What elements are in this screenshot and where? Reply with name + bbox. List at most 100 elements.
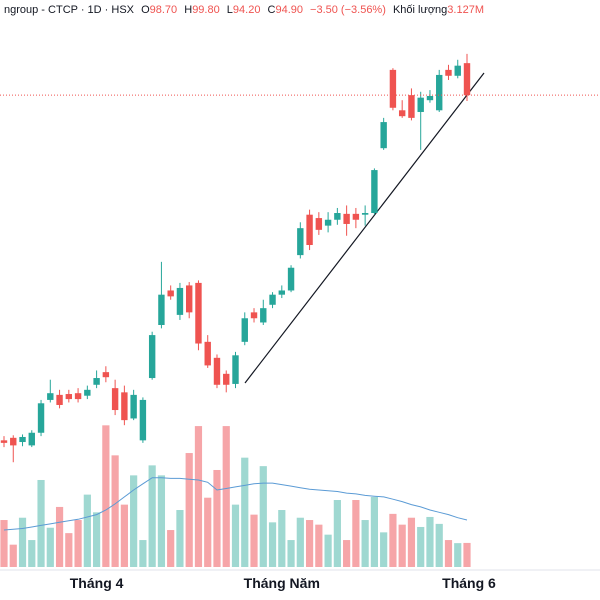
candle-body	[139, 399, 147, 441]
volume-bar	[250, 514, 258, 567]
candle-body	[371, 170, 378, 214]
candle-body	[19, 436, 26, 443]
header: ngroup - CTCP · 1D · HSX O98.70 H99.80 L…	[0, 4, 484, 16]
candle-body	[463, 63, 471, 96]
candle-body	[278, 290, 285, 295]
high-label: H	[184, 4, 193, 16]
volume-bar	[296, 517, 304, 567]
candle-body	[389, 69, 397, 108]
symbol: ngroup - CTCP · 1D · HSX	[4, 4, 135, 16]
candle-body	[380, 122, 387, 149]
volume-bar	[370, 496, 378, 567]
volume-bar	[407, 517, 416, 567]
volume-bar	[389, 513, 397, 567]
candle-body	[102, 372, 110, 378]
volume-bar	[435, 523, 443, 567]
candle-body	[343, 213, 350, 224]
volume-bar	[463, 542, 471, 567]
volume-bar	[259, 466, 267, 567]
candle-body	[37, 403, 45, 433]
volume-bar	[417, 526, 425, 567]
low-value: 94.20	[232, 4, 261, 16]
x-tick-label: Tháng 6	[442, 575, 496, 591]
candle-body	[334, 213, 341, 220]
open-value: 98.70	[149, 4, 178, 16]
candle-body	[10, 437, 17, 446]
volume-bar	[176, 510, 184, 567]
trend-line	[244, 72, 485, 384]
volume-bar	[83, 494, 91, 567]
volume-bar	[93, 512, 101, 567]
volume-bar	[361, 520, 369, 567]
volume-bar	[398, 524, 406, 567]
open-label: O	[141, 4, 150, 16]
x-tick-label: Tháng 4	[70, 575, 124, 591]
candle-body	[56, 394, 63, 405]
volume-bar	[231, 504, 240, 567]
volume-bar	[65, 533, 73, 567]
volume-bar	[352, 500, 360, 567]
candle-body	[241, 318, 248, 342]
volume-bar	[278, 510, 286, 567]
candle-body	[306, 214, 313, 246]
volume-bar	[157, 475, 166, 567]
volume-bar	[324, 534, 332, 567]
candle-body	[167, 290, 174, 297]
candle-body	[436, 74, 443, 111]
close-label: C	[267, 4, 276, 16]
candle-body	[176, 287, 184, 315]
volume-bar	[55, 506, 64, 567]
close-value: 94.90	[275, 4, 303, 16]
candle-body	[315, 218, 323, 230]
volume-bar	[120, 504, 128, 567]
volume-bar	[241, 457, 249, 567]
volume-bar	[139, 540, 147, 567]
volume-bar	[213, 469, 221, 567]
candle-body	[269, 294, 276, 305]
volume-bar	[148, 465, 156, 567]
candle-body	[121, 392, 128, 421]
candle-body	[111, 388, 119, 411]
volume-bar	[343, 540, 351, 567]
volume-bar	[287, 540, 295, 567]
volume-bar	[18, 517, 27, 567]
volume-bar	[454, 543, 462, 567]
candle-body	[84, 389, 91, 396]
candle-body	[260, 308, 267, 323]
volume-bar	[37, 479, 45, 567]
candle-body	[324, 219, 332, 226]
volume-bar	[130, 475, 138, 567]
candle-body	[361, 213, 369, 215]
candle-body	[213, 357, 221, 385]
volume-bar	[333, 500, 341, 567]
candle-body	[93, 378, 100, 385]
volume-bar	[185, 453, 193, 567]
volume-bar	[426, 516, 434, 567]
candle-body	[417, 97, 424, 112]
candle-body	[195, 282, 202, 344]
candle-body	[287, 267, 295, 291]
candle-body	[130, 394, 137, 419]
candle-body	[426, 95, 434, 101]
volume-bar	[9, 544, 17, 567]
candle-body	[408, 95, 415, 118]
candle-body	[445, 69, 452, 76]
volume-bar	[204, 497, 212, 567]
volume-bar	[268, 522, 277, 567]
volume-bar	[444, 540, 453, 567]
candle-body	[398, 110, 406, 117]
candle-body	[74, 393, 82, 400]
volume-label: Khối lượng	[392, 4, 448, 16]
candle-body	[186, 285, 193, 313]
volume-bar	[46, 527, 54, 567]
candle-body	[0, 440, 8, 443]
volume-bar	[28, 540, 36, 567]
volume-bar	[222, 426, 230, 567]
change: −3.50 (−3.56%)	[310, 4, 386, 16]
candle-body	[47, 393, 54, 400]
candle-body	[352, 213, 360, 220]
volume-bar	[194, 426, 203, 567]
candle-body	[223, 373, 230, 385]
candle-body	[148, 335, 156, 379]
